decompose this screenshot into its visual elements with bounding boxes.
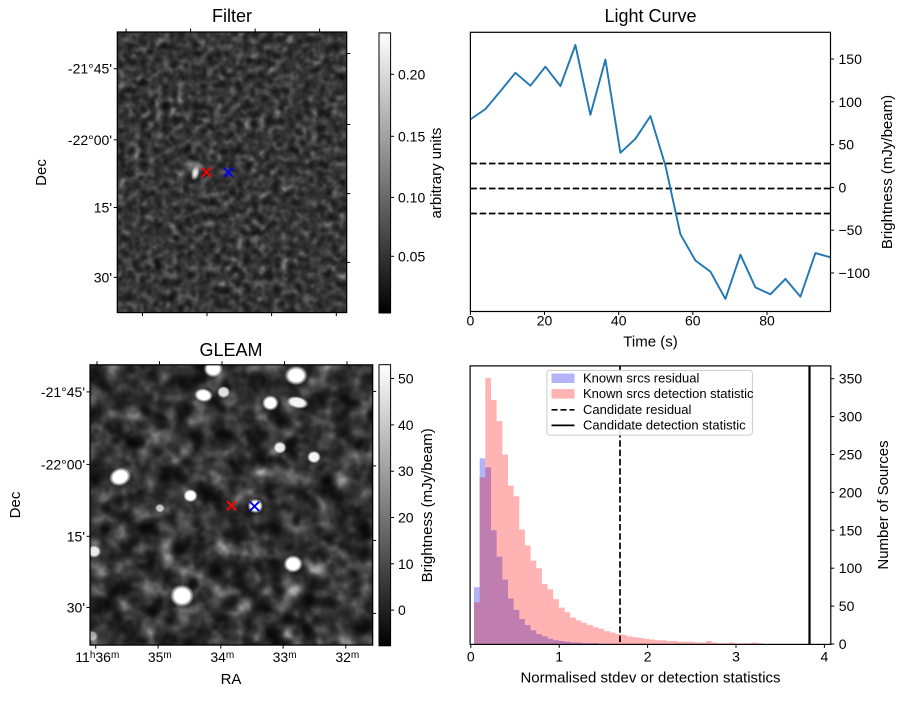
svg-text:GLEAM: GLEAM <box>199 340 262 360</box>
svg-text:0: 0 <box>839 179 847 195</box>
svg-text:-22°00': -22°00' <box>68 132 112 148</box>
svg-text:50: 50 <box>398 371 414 387</box>
svg-text:0: 0 <box>839 636 847 652</box>
svg-text:34m: 34m <box>210 649 234 665</box>
svg-text:-22°00': -22°00' <box>41 456 85 472</box>
svg-text:Candidate detection statistic: Candidate detection statistic <box>583 417 746 432</box>
svg-text:Dec: Dec <box>33 159 50 186</box>
svg-text:Normalised stdev or detection: Normalised stdev or detection statistics <box>520 670 780 687</box>
svg-text:30: 30 <box>398 463 414 479</box>
svg-text:0: 0 <box>467 649 475 665</box>
svg-text:Candidate residual: Candidate residual <box>583 402 692 417</box>
svg-text:40: 40 <box>398 417 414 433</box>
svg-text:0.05: 0.05 <box>398 248 425 264</box>
svg-text:15': 15' <box>94 200 112 216</box>
svg-text:0.20: 0.20 <box>398 66 425 82</box>
svg-text:11h36m: 11h36m <box>75 649 119 665</box>
svg-text:80: 80 <box>759 313 775 329</box>
svg-text:150: 150 <box>839 522 863 538</box>
svg-text:15': 15' <box>67 528 85 544</box>
svg-text:Known srcs detection statistic: Known srcs detection statistic <box>583 386 754 401</box>
svg-text:150: 150 <box>839 51 863 67</box>
svg-text:40: 40 <box>611 313 627 329</box>
svg-text:1: 1 <box>555 649 563 665</box>
svg-text:Light Curve: Light Curve <box>604 6 696 26</box>
svg-text:0.10: 0.10 <box>398 189 425 205</box>
svg-text:100: 100 <box>839 560 863 576</box>
svg-text:2: 2 <box>644 649 652 665</box>
svg-text:50: 50 <box>839 137 855 153</box>
svg-text:50: 50 <box>839 598 855 614</box>
svg-text:10: 10 <box>398 556 414 572</box>
svg-text:-21°45': -21°45' <box>41 384 85 400</box>
svg-text:arbitrary units: arbitrary units <box>428 128 445 219</box>
svg-text:4: 4 <box>821 649 829 665</box>
svg-text:250: 250 <box>839 447 863 463</box>
svg-text:0: 0 <box>398 602 406 618</box>
svg-text:Brightness (mJy/beam): Brightness (mJy/beam) <box>419 428 436 582</box>
svg-text:200: 200 <box>839 484 863 500</box>
svg-text:20: 20 <box>537 313 553 329</box>
svg-text:Brightness (mJy/beam): Brightness (mJy/beam) <box>879 95 896 249</box>
svg-text:−100: −100 <box>839 265 871 281</box>
svg-text:33m: 33m <box>273 649 297 665</box>
svg-text:Known srcs residual: Known srcs residual <box>583 371 699 386</box>
svg-text:300: 300 <box>839 409 863 425</box>
svg-text:Filter: Filter <box>212 6 252 26</box>
svg-text:0: 0 <box>467 313 475 329</box>
svg-text:Number of Sources: Number of Sources <box>875 440 892 569</box>
svg-text:Dec: Dec <box>7 491 24 518</box>
svg-text:100: 100 <box>839 94 863 110</box>
svg-text:60: 60 <box>685 313 701 329</box>
svg-text:Time (s): Time (s) <box>623 334 677 351</box>
svg-text:20: 20 <box>398 510 414 526</box>
svg-text:350: 350 <box>839 371 863 387</box>
svg-text:30': 30' <box>67 600 85 616</box>
svg-text:30': 30' <box>94 269 112 285</box>
svg-text:RA: RA <box>221 671 242 688</box>
svg-text:0.15: 0.15 <box>398 128 425 144</box>
svg-text:35m: 35m <box>148 649 172 665</box>
svg-text:−50: −50 <box>839 222 863 238</box>
svg-text:32m: 32m <box>335 649 359 665</box>
svg-text:-21°45': -21°45' <box>68 61 112 77</box>
svg-text:3: 3 <box>732 649 740 665</box>
